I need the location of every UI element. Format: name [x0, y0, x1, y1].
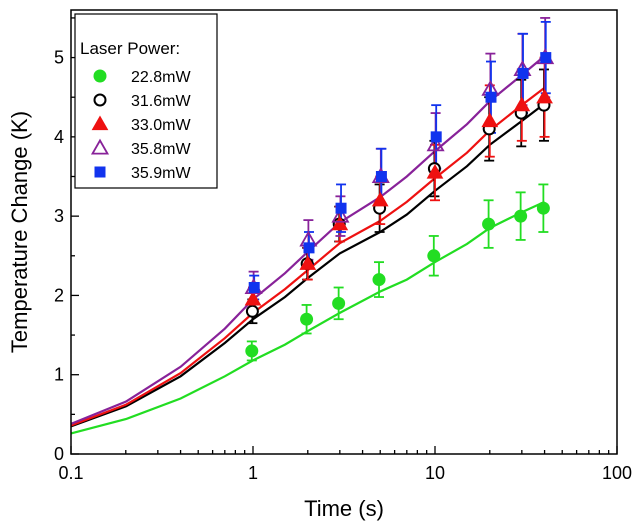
data-point-35.9mW [303, 242, 315, 254]
legend-marker-31.6mW [93, 93, 107, 107]
legend-marker-33.0mW [91, 115, 109, 131]
data-point-22.8mW [300, 312, 314, 326]
data-point-33.0mW [244, 290, 262, 306]
tick-labels: 0.1 1 10 100 0 1 2 3 4 5 [54, 48, 632, 483]
data-point-35.9mW [375, 171, 387, 182]
data-point-35.9mW [430, 131, 442, 143]
data-point-22.8mW [427, 249, 441, 263]
data-point-35.9mW [540, 52, 552, 64]
data-point-33.0mW [371, 191, 389, 207]
data-point-35.9mW [248, 282, 260, 293]
data-point-35.9mW [335, 202, 347, 214]
data-point-22.8mW [482, 217, 496, 231]
data-point-33.0mW [513, 96, 531, 112]
x-tick-label: 100 [602, 463, 632, 483]
data-point-35.8mW [426, 135, 445, 152]
data-point-33.0mW [299, 255, 317, 270]
legend-title: Laser Power: [80, 39, 180, 58]
data-point-33.0mW [536, 88, 553, 104]
y-axis-title: Temperature Change (K) [7, 111, 32, 353]
data-point-22.8mW [332, 296, 346, 310]
data-point-22.8mW [536, 201, 550, 215]
legend-marker-35.9mW [94, 166, 106, 178]
x-tick-label: 10 [425, 463, 445, 483]
data-point-35.9mW [517, 67, 529, 79]
data-point-22.8mW [514, 209, 528, 223]
y-tick-label: 5 [54, 48, 64, 68]
data-point-33.0mW [426, 164, 444, 179]
data-point-31.6mW [245, 304, 259, 318]
x-tick-label: 0.1 [58, 463, 83, 483]
fit-curve-33.0mW [70, 86, 546, 427]
legend-marker-22.8mW [93, 69, 107, 83]
y-tick-label: 4 [54, 127, 64, 147]
data-point-22.8mW [372, 273, 386, 287]
plot-frame [70, 9, 618, 455]
data-point-22.8mW [245, 344, 259, 358]
data-point-35.8mW [331, 206, 350, 223]
y-tick-label: 1 [54, 365, 64, 385]
y-tick-label: 2 [54, 285, 64, 305]
legend-items: 22.8mW 31.6mW 33.0mW 35.8mW 35.9mW [90, 69, 191, 182]
y-tick-label: 3 [54, 206, 64, 226]
x-axis-title: Time (s) [304, 496, 384, 521]
legend-label: 33.0mW [131, 117, 191, 134]
data-point-33.0mW [481, 112, 499, 128]
fit-curve-31.6mW [70, 102, 546, 428]
data-point-35.9mW [485, 91, 497, 103]
legend-marker-35.8mW [90, 138, 110, 155]
data-points [244, 48, 555, 358]
legend-label: 31.6mW [131, 93, 191, 110]
legend-label: 35.8mW [131, 141, 191, 158]
data-point-33.0mW [331, 215, 349, 231]
legend-label: 35.9mW [131, 165, 191, 182]
legend-label: 22.8mW [131, 69, 191, 86]
error-bars [246, 17, 551, 362]
x-tick-label: 1 [248, 463, 258, 483]
fit-curve-22.8mW [70, 200, 546, 435]
legend: Laser Power: 22.8mW 31.6mW 33.0mW 35.8mW 35.… [74, 13, 218, 189]
y-tick-label: 0 [54, 444, 64, 464]
